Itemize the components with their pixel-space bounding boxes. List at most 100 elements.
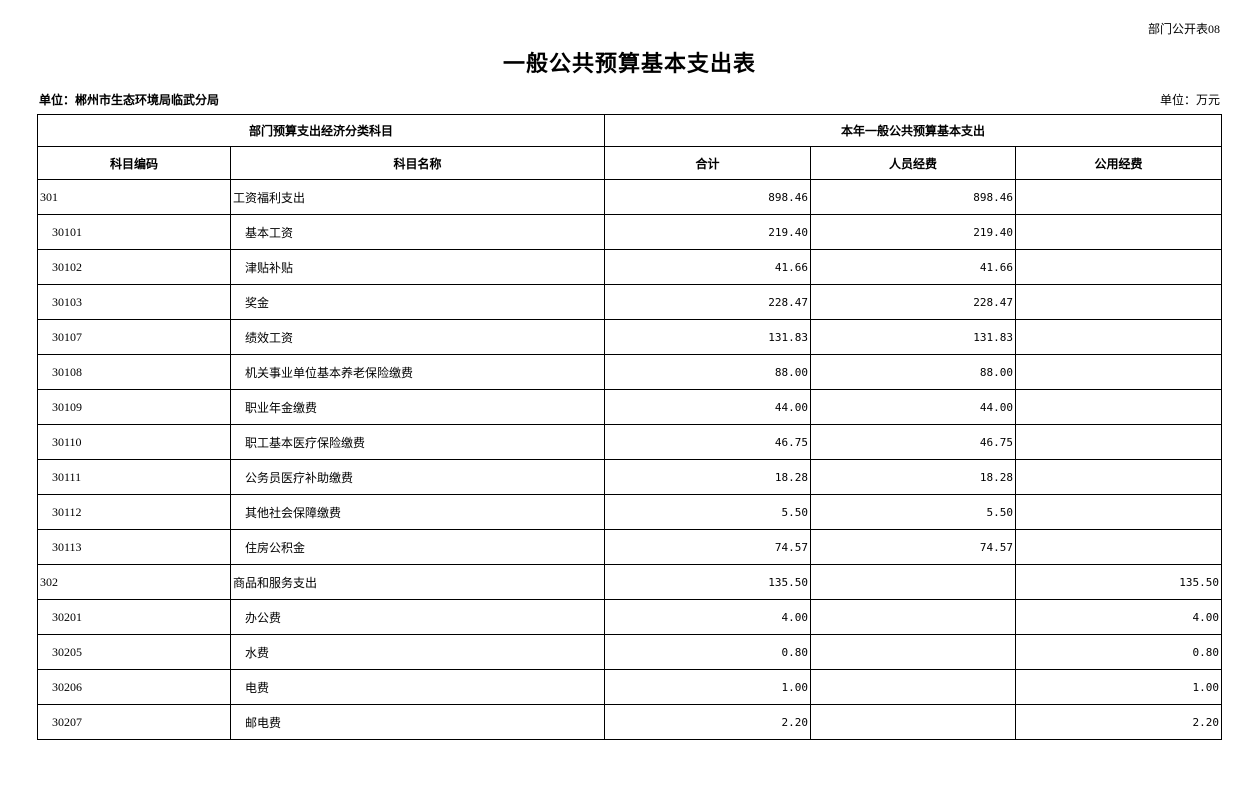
form-number: 部门公开表08 (1147, 22, 1220, 36)
cell-code: 30107 (37, 319, 231, 355)
cell-personnel: 228.47 (810, 284, 1017, 320)
cell-name: 工资福利支出 (229, 179, 606, 215)
cell-code: 30103 (37, 284, 231, 320)
cell-total: 18.28 (604, 459, 812, 495)
cell-code: 30207 (37, 704, 231, 740)
cell-public (1015, 249, 1223, 285)
table-row: 30103 奖金 228.47 228.47 (37, 284, 1223, 320)
organization-unit: 单位：郴州市生态环境局临武分局 (39, 93, 220, 107)
cell-personnel (810, 669, 1017, 705)
cell-total: 46.75 (604, 424, 812, 460)
cell-personnel (810, 704, 1017, 740)
column-header-code: 科目编码 (37, 146, 231, 180)
currency-unit: 单位：万元 (1159, 93, 1220, 107)
cell-public: 4.00 (1015, 599, 1223, 635)
cell-public: 0.80 (1015, 634, 1223, 670)
cell-total: 219.40 (604, 214, 812, 250)
table-row: 30206 电费 1.00 1.00 (37, 669, 1223, 705)
cell-name: 奖金 (229, 284, 606, 320)
budget-table: 部门预算支出经济分类科目 本年一般公共预算基本支出 科目编码 科目名称 合计 人… (36, 114, 1223, 740)
cell-personnel: 44.00 (810, 389, 1017, 425)
column-header-personnel: 人员经费 (810, 146, 1017, 180)
cell-total: 1.00 (604, 669, 812, 705)
cell-name: 电费 (229, 669, 606, 705)
table-row: 30207 邮电费 2.20 2.20 (37, 704, 1223, 740)
table-row: 302 商品和服务支出 135.50 135.50 (37, 564, 1223, 600)
cell-code: 30206 (37, 669, 231, 705)
cell-public (1015, 179, 1223, 215)
cell-total: 4.00 (604, 599, 812, 635)
cell-personnel: 74.57 (810, 529, 1017, 565)
cell-name: 职业年金缴费 (229, 389, 606, 425)
cell-total: 0.80 (604, 634, 812, 670)
cell-name: 水费 (229, 634, 606, 670)
cell-public (1015, 494, 1223, 530)
cell-name: 其他社会保障缴费 (229, 494, 606, 530)
table-row: 30205 水费 0.80 0.80 (37, 634, 1223, 670)
cell-public: 2.20 (1015, 704, 1223, 740)
cell-code: 30110 (37, 424, 231, 460)
cell-personnel (810, 634, 1017, 670)
cell-name: 邮电费 (229, 704, 606, 740)
cell-code: 30109 (37, 389, 231, 425)
cell-public (1015, 319, 1223, 355)
cell-personnel: 88.00 (810, 354, 1017, 390)
cell-public (1015, 284, 1223, 320)
cell-personnel: 41.66 (810, 249, 1017, 285)
table-row: 30112 其他社会保障缴费 5.50 5.50 (37, 494, 1223, 530)
cell-total: 5.50 (604, 494, 812, 530)
cell-personnel: 5.50 (810, 494, 1017, 530)
cell-code: 30101 (37, 214, 231, 250)
cell-name: 基本工资 (229, 214, 606, 250)
cell-personnel: 18.28 (810, 459, 1017, 495)
cell-name: 绩效工资 (229, 319, 606, 355)
cell-personnel (810, 564, 1017, 600)
cell-public (1015, 214, 1223, 250)
cell-public (1015, 354, 1223, 390)
table-row: 30111 公务员医疗补助缴费 18.28 18.28 (37, 459, 1223, 495)
table-row: 30109 职业年金缴费 44.00 44.00 (37, 389, 1223, 425)
table-row: 301 工资福利支出 898.46 898.46 (37, 179, 1223, 215)
table-row: 30113 住房公积金 74.57 74.57 (37, 529, 1223, 565)
cell-code: 30102 (37, 249, 231, 285)
cell-name: 商品和服务支出 (229, 564, 606, 600)
cell-code: 30201 (37, 599, 231, 635)
table-row: 30101 基本工资 219.40 219.40 (37, 214, 1223, 250)
cell-personnel: 219.40 (810, 214, 1017, 250)
cell-name: 职工基本医疗保险缴费 (229, 424, 606, 460)
cell-public (1015, 529, 1223, 565)
page-title: 一般公共预算基本支出表 (502, 51, 756, 76)
cell-total: 131.83 (604, 319, 812, 355)
cell-personnel (810, 599, 1017, 635)
cell-public: 1.00 (1015, 669, 1223, 705)
cell-code: 302 (37, 564, 231, 600)
header-economic-classification: 部门预算支出经济分类科目 (36, 114, 606, 147)
cell-name: 住房公积金 (229, 529, 606, 565)
column-header-total: 合计 (604, 146, 812, 180)
table-row: 30108 机关事业单位基本养老保险缴费 88.00 88.00 (37, 354, 1223, 390)
cell-personnel: 898.46 (810, 179, 1017, 215)
table-row: 30110 职工基本医疗保险缴费 46.75 46.75 (37, 424, 1223, 460)
cell-total: 898.46 (604, 179, 812, 215)
cell-total: 44.00 (604, 389, 812, 425)
cell-code: 30108 (37, 354, 231, 390)
cell-total: 41.66 (604, 249, 812, 285)
cell-total: 135.50 (604, 564, 812, 600)
cell-total: 74.57 (604, 529, 812, 565)
cell-name: 津贴补贴 (229, 249, 606, 285)
cell-code: 301 (37, 179, 231, 215)
cell-total: 88.00 (604, 354, 812, 390)
cell-public (1015, 389, 1223, 425)
column-header-public: 公用经费 (1015, 146, 1223, 180)
table-row: 30102 津贴补贴 41.66 41.66 (37, 249, 1223, 285)
table-row: 30107 绩效工资 131.83 131.83 (37, 319, 1223, 355)
cell-name: 公务员医疗补助缴费 (229, 459, 606, 495)
cell-name: 机关事业单位基本养老保险缴费 (229, 354, 606, 390)
cell-public (1015, 459, 1223, 495)
cell-name: 办公费 (229, 599, 606, 635)
column-header-name: 科目名称 (229, 146, 606, 180)
cell-code: 30113 (37, 529, 231, 565)
cell-personnel: 46.75 (810, 424, 1017, 460)
cell-code: 30205 (37, 634, 231, 670)
table-row: 30201 办公费 4.00 4.00 (37, 599, 1223, 635)
